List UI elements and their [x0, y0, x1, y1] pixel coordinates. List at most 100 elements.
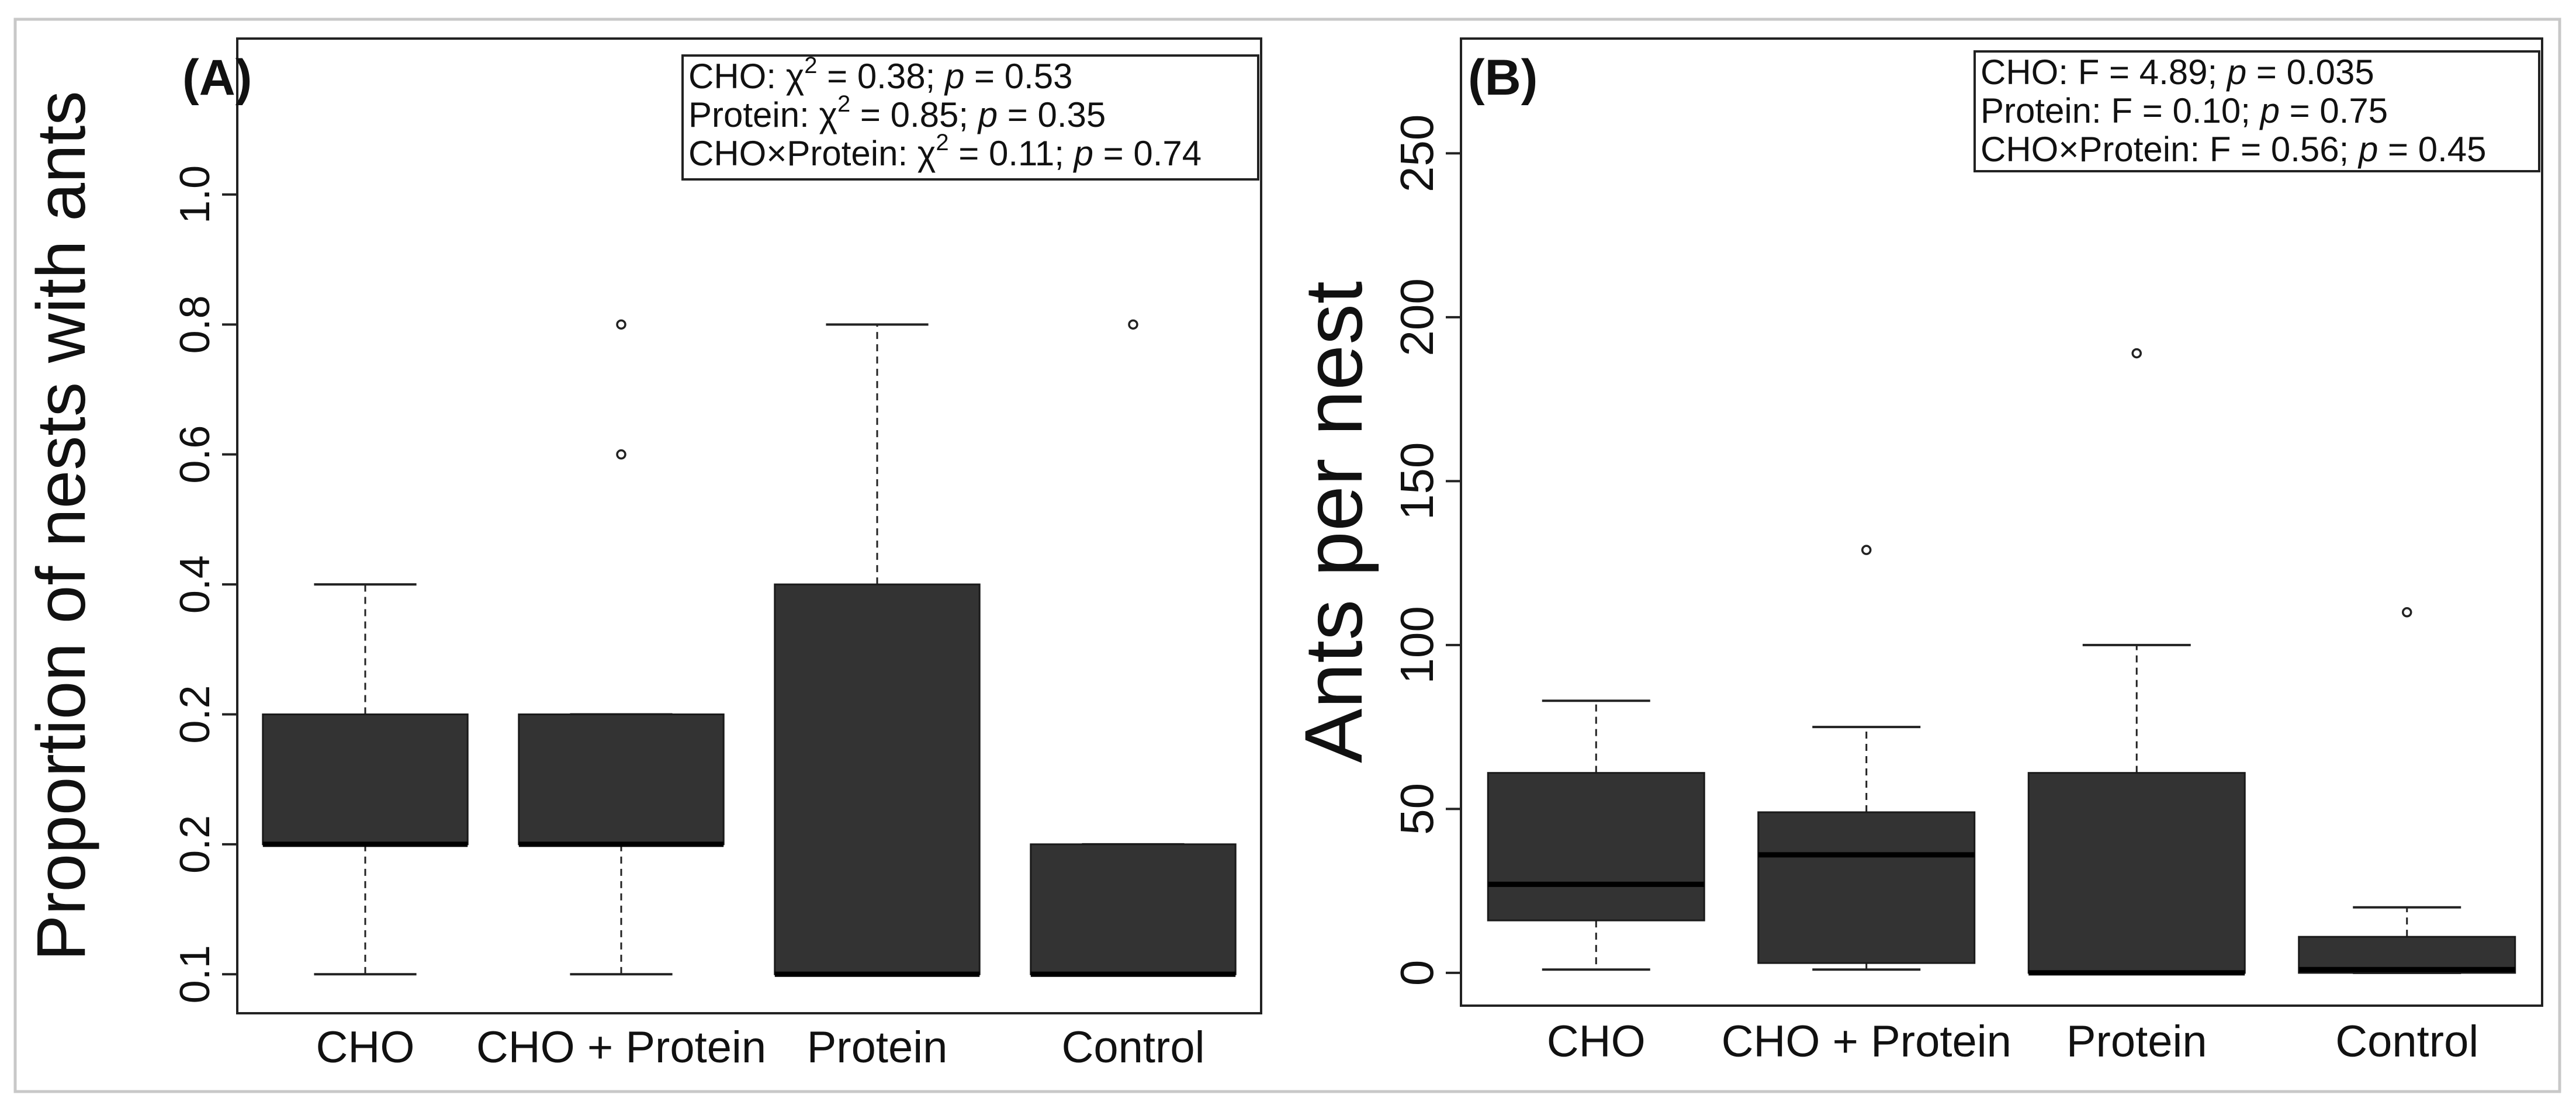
outlier-point [1128, 319, 1138, 330]
stats-line: CHO×Protein: F = 0.56; p = 0.45 [1981, 130, 2487, 169]
stats-term: CHO [1981, 53, 2058, 92]
y-axis-label: Ants per nest [1287, 281, 1379, 763]
y-tick-label: 0.2 [172, 815, 219, 874]
stats-p-value: = 0.75 [2280, 91, 2388, 130]
stats-sep: : [2058, 53, 2078, 92]
box-control [2298, 607, 2516, 974]
x-category-label: Protein [2066, 1017, 2207, 1066]
stats-symbol: F [2210, 130, 2231, 169]
stats-symbol: χ [917, 134, 936, 173]
stats-term: Protein [1981, 91, 2092, 130]
y-tick-label: 200 [1391, 278, 1443, 356]
y-tick-label: 0 [1391, 960, 1443, 986]
box-iqr [774, 583, 981, 975]
box-cho-protein [518, 319, 725, 976]
stats-value: = 0.11; [949, 134, 1074, 173]
box-cho [262, 583, 469, 976]
stats-sep: : [766, 57, 785, 96]
outlier-point [1861, 545, 1872, 555]
stats-p-symbol: p [977, 95, 998, 134]
box-iqr [1757, 811, 1976, 964]
stats-value: = 4.89; [2099, 53, 2227, 92]
plot-frame [1460, 37, 2543, 1007]
stats-term: CHO×Protein [688, 134, 898, 173]
stats-line: Protein: χ2 = 0.85; p = 0.35 [688, 91, 1106, 134]
box-protein [774, 323, 981, 977]
stats-value: = 0.38; [817, 57, 945, 96]
stats-symbol: F [2078, 53, 2100, 92]
outlier-point [616, 319, 626, 330]
y-tick-label: 150 [1391, 442, 1443, 520]
stats-p-value: = 0.53 [964, 57, 1072, 96]
plot-frame [236, 37, 1262, 1014]
outlier-point [2131, 348, 2142, 359]
x-category-label: CHO [316, 1023, 415, 1072]
stats-p-symbol: p [944, 57, 964, 96]
stats-value: = 0.85; [850, 95, 978, 134]
box-control [1030, 319, 1237, 977]
stats-superscript: 2 [936, 130, 948, 155]
stats-term: CHO×Protein [1981, 130, 2190, 169]
x-category-label: CHO [1547, 1017, 1646, 1066]
x-category-label: CHO + Protein [1722, 1017, 2011, 1066]
y-tick-label: 100 [1391, 606, 1443, 684]
stats-p-value: = 0.45 [2378, 130, 2486, 169]
y-tick-label: 50 [1391, 783, 1443, 835]
stats-p-symbol: p [2357, 130, 2378, 169]
box-iqr [2027, 772, 2246, 974]
stats-symbol: χ [786, 57, 805, 96]
outlier-point [616, 449, 626, 460]
box-cho [1487, 699, 1705, 971]
stats-line: CHO: χ2 = 0.38; p = 0.53 [688, 53, 1072, 96]
y-tick-label: 0.8 [172, 295, 219, 354]
box-iqr [1030, 843, 1237, 975]
stats-p-value: = 0.035 [2246, 53, 2374, 92]
y-axis-label: Proportion of nests with ants [23, 91, 100, 961]
panel-label: (B) [1468, 50, 1538, 106]
panel-a: 0.1 0.2 0.2 0.4 0.6 0.8 1.0 Proportion of nests… [23, 37, 1262, 1072]
x-category-label: CHO + Protein [476, 1023, 766, 1072]
box-iqr [518, 713, 725, 846]
y-tick-label: 1.0 [172, 165, 219, 224]
box-iqr [1487, 772, 1705, 922]
stats-sep: : [898, 134, 917, 173]
stats-term: CHO [688, 57, 766, 96]
panel-label: (A) [182, 50, 252, 106]
stats-p-symbol: p [2259, 91, 2280, 130]
y-tick-label: 0.4 [172, 555, 219, 614]
box-iqr [2298, 936, 2516, 974]
stats-sep: : [799, 95, 819, 134]
panel-b: 0 50 100 150 200 250 Ants per nest CHO CHO + Pro… [1287, 37, 2543, 1066]
stats-value: = 0.10; [2132, 91, 2260, 130]
x-category-label: Control [1062, 1023, 1205, 1072]
stats-sep: : [2092, 91, 2111, 130]
stats-box [681, 54, 1259, 181]
stats-p-symbol: p [1073, 134, 1093, 173]
y-tick-label: 0.6 [172, 425, 219, 484]
stats-symbol: F [2111, 91, 2132, 130]
y-tick-label: 250 [1391, 115, 1443, 192]
box-cho-protein [1757, 545, 1976, 971]
y-tick-label: 0.1 [172, 945, 219, 1003]
stats-sep: : [2190, 130, 2209, 169]
stats-line: CHO×Protein: χ2 = 0.11; p = 0.74 [688, 130, 1202, 173]
stats-line: CHO: F = 4.89; p = 0.035 [1981, 53, 2374, 92]
stats-line: Protein: F = 0.10; p = 0.75 [1981, 91, 2388, 130]
stats-term: Protein [688, 95, 799, 134]
box-iqr [262, 713, 469, 846]
box-protein [2027, 348, 2246, 976]
stats-value: = 0.56; [2231, 130, 2359, 169]
outlier-point [2402, 607, 2412, 618]
y-tick-label: 0.2 [172, 685, 219, 743]
stats-p-value: = 0.35 [998, 95, 1106, 134]
stats-symbol: χ [819, 95, 837, 134]
stats-superscript: 2 [837, 91, 850, 117]
stats-p-value: = 0.74 [1093, 134, 1202, 173]
stats-superscript: 2 [804, 53, 817, 78]
stats-p-symbol: p [2226, 53, 2246, 92]
x-category-label: Control [2335, 1017, 2478, 1066]
stats-box [1973, 50, 2540, 172]
